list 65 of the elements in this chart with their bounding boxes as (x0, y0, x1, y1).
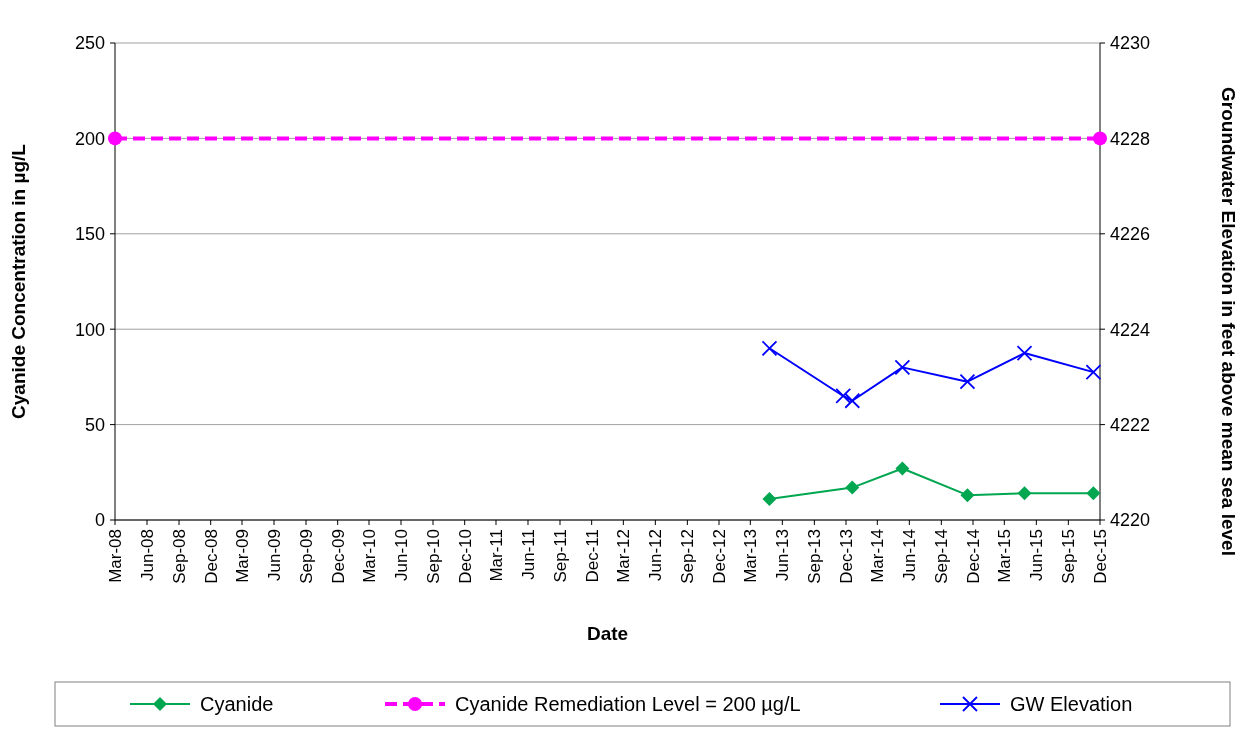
point (1086, 486, 1101, 501)
x-tick-label: Dec-11 (582, 529, 602, 583)
x-tick-label: Mar-12 (614, 529, 634, 583)
x-tick-label: Dec-09 (328, 529, 348, 584)
x-tick-label: Jun-11 (518, 529, 538, 580)
x-tick-label: Sep-15 (1059, 529, 1079, 584)
y-tick-label: 0 (94, 510, 105, 531)
x-tick-label: Dec-10 (455, 529, 475, 584)
x-tick-label: Dec-15 (1090, 529, 1110, 584)
point (1085, 364, 1102, 381)
point (960, 488, 975, 503)
x-tick-label: Dec-14 (963, 529, 983, 584)
point (1017, 486, 1032, 501)
x-tick-label: Jun-10 (391, 529, 411, 581)
point (895, 461, 910, 476)
y2-tick-label: 4224 (1110, 319, 1151, 340)
point (1016, 345, 1033, 361)
point (845, 480, 860, 495)
point (108, 131, 122, 146)
point (844, 392, 861, 409)
x-tick-label: Sep-14 (932, 529, 952, 584)
x-tick-label: Sep-10 (423, 529, 443, 584)
x-tick-label: Sep-13 (805, 529, 825, 584)
legend-label: Cyanide (200, 693, 274, 715)
x-tick-label: Sep-11 (550, 529, 570, 583)
y-axis-title: Cyanide Concentration in µg/L (8, 143, 29, 419)
x-tick-label: Jun-15 (1027, 529, 1047, 581)
point (761, 340, 778, 357)
x-tick-label: Dec-13 (836, 529, 856, 584)
x-tick-label: Mar-10 (359, 529, 379, 583)
point (1093, 131, 1107, 146)
point (959, 373, 976, 390)
x-tick-label: Mar-09 (232, 529, 252, 583)
y-tick-label: 200 (74, 128, 105, 149)
x-tick-label: Sep-08 (169, 529, 189, 584)
x-tick-label: Mar-11 (486, 529, 506, 582)
x-axis-title: Date (586, 623, 629, 644)
x-tick-label: Dec-12 (709, 529, 729, 584)
y-tick-label: 100 (74, 319, 105, 340)
point (762, 492, 777, 507)
y2-tick-label: 4230 (1110, 33, 1151, 54)
y2-axis-title: Groundwater Elevation in feet above mean sea level (1218, 87, 1239, 556)
y-tick-label: 50 (84, 414, 105, 435)
point (835, 388, 852, 404)
legend-label: Cyanide Remediation Level = 200 µg/L (455, 693, 801, 715)
y-tick-label: 250 (74, 33, 105, 54)
y2-tick-label: 4222 (1110, 414, 1151, 435)
x-tick-label: Mar-08 (105, 529, 125, 583)
x-tick-label: Jun-14 (900, 529, 920, 581)
y2-tick-label: 4226 (1110, 224, 1151, 245)
x-tick-label: Sep-09 (296, 529, 316, 584)
y-tick-label: 150 (74, 224, 105, 245)
x-tick-label: Jun-09 (264, 529, 284, 581)
x-tick-label: Sep-12 (678, 529, 698, 584)
x-tick-label: Mar-14 (868, 529, 888, 583)
x-tick-label: Jun-08 (137, 529, 157, 581)
x-tick-label: Dec-08 (201, 529, 221, 584)
x-tick-label: Mar-15 (995, 529, 1015, 583)
x-tick-label: Mar-13 (741, 529, 761, 583)
x-tick-label: Jun-13 (773, 529, 793, 581)
y2-tick-label: 4220 (1110, 510, 1151, 531)
legend-label: GW Elevation (1010, 693, 1133, 715)
point (894, 359, 911, 376)
y2-tick-label: 4228 (1110, 128, 1151, 149)
x-tick-label: Jun-12 (646, 529, 666, 581)
